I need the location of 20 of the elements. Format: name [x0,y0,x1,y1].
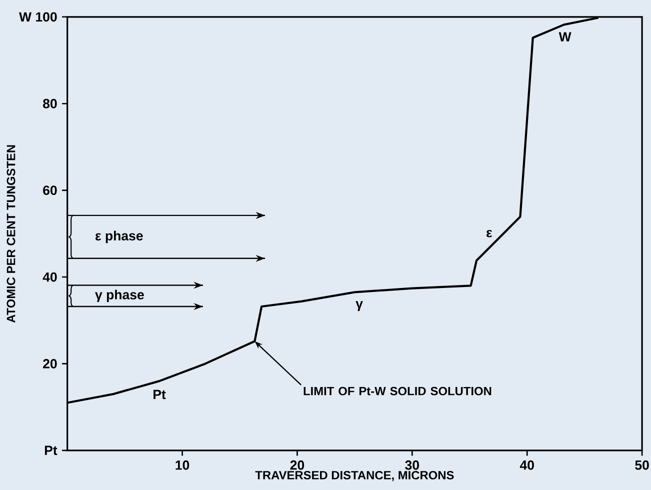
y-tick-label: 40 [42,272,57,282]
x-tick-label: 50 [635,460,649,470]
annotation: W [558,32,572,42]
y-tick-label: W 100 [19,12,57,22]
x-tick-label: 40 [520,460,534,470]
x-tick-label: 20 [290,460,304,470]
ref-line-label: γ phase [95,290,144,302]
y-axis-title: ATOMIC PER CENT TUNGSTEN [6,145,16,323]
annotation: LIMIT OF Pt-W SOLID SOLUTION [304,386,492,396]
x-axis-title: TRAVERSED DISTANCE, MICRONS [255,470,454,482]
x-tick-label: 30 [405,460,419,470]
annotation: γ [356,301,363,311]
y-tick-label: Pt [44,446,58,455]
y-tick-label: 60 [43,186,57,195]
annotation: Pt [154,390,166,400]
y-tick-label: 80 [43,98,57,108]
ref-line-label: ε phase [96,230,143,243]
x-tick-label: 10 [176,460,190,470]
annotation: ε [486,230,492,238]
y-tick-label: 20 [43,358,57,368]
